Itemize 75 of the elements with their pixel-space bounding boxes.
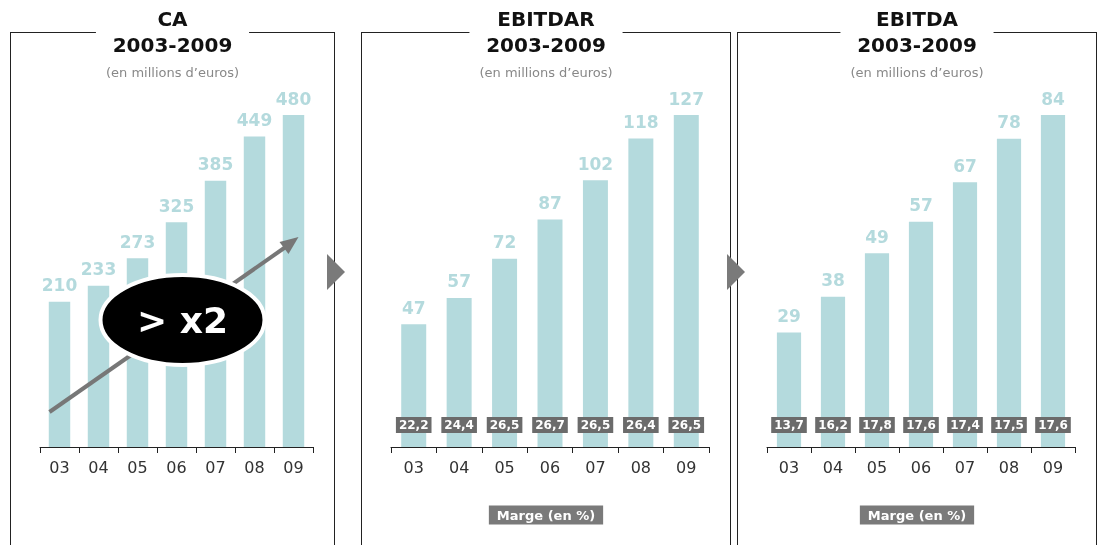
annotation: 13,7 bbox=[774, 418, 804, 432]
data-label: 84 bbox=[1041, 88, 1065, 109]
bar bbox=[952, 182, 978, 447]
data-label: 118 bbox=[623, 112, 659, 133]
x-tick-label: 08 bbox=[998, 457, 1020, 477]
data-label: 233 bbox=[80, 259, 117, 280]
x-tick-label: 08 bbox=[244, 457, 265, 477]
annotation: 22,2 bbox=[398, 418, 429, 432]
annotation: 17,4 bbox=[950, 418, 980, 432]
annotation: 26,5 bbox=[489, 418, 520, 432]
annotation: 24,4 bbox=[444, 418, 474, 432]
x-tick-label: 05 bbox=[127, 457, 148, 477]
x-tick-label: 06 bbox=[539, 457, 561, 477]
x-tick-label: 07 bbox=[205, 457, 226, 477]
annotation: 17,5 bbox=[994, 418, 1024, 432]
chart-subtitle: (en millions d’euros) bbox=[105, 65, 240, 80]
x-tick-label: 04 bbox=[88, 457, 109, 477]
x-tick-label: 06 bbox=[910, 457, 932, 477]
text: Marge (en %) bbox=[496, 507, 596, 523]
annotation: > x2 bbox=[137, 299, 228, 341]
data-label: 480 bbox=[275, 88, 312, 109]
data-label: 449 bbox=[236, 109, 273, 130]
x-tick-label: 09 bbox=[1042, 457, 1064, 477]
data-label: 67 bbox=[953, 155, 977, 176]
x-tick-label: 06 bbox=[166, 457, 187, 477]
annotation: 26,4 bbox=[626, 418, 656, 432]
x-tick-label: 05 bbox=[866, 457, 888, 477]
chart-title: CA 2003-2009 bbox=[112, 7, 233, 57]
annotation: 26,7 bbox=[535, 418, 565, 432]
bar bbox=[48, 301, 71, 447]
annotation: 17,6 bbox=[1038, 418, 1068, 432]
bar bbox=[864, 253, 890, 447]
data-label: 49 bbox=[865, 226, 889, 247]
bar bbox=[628, 138, 654, 447]
data-label: 127 bbox=[668, 88, 705, 109]
data-label: 325 bbox=[158, 195, 195, 216]
x-tick-label: 09 bbox=[676, 457, 697, 477]
x-tick-label: 05 bbox=[494, 457, 515, 477]
data-label: 38 bbox=[821, 270, 845, 291]
annotation: 26,5 bbox=[580, 418, 611, 432]
x-tick-label: 04 bbox=[448, 457, 470, 477]
x-tick-label: 07 bbox=[585, 457, 606, 477]
x-tick-label: 04 bbox=[822, 457, 844, 477]
annotation: 17,8 bbox=[862, 418, 892, 432]
bar bbox=[908, 221, 934, 447]
data-label: 385 bbox=[197, 154, 234, 175]
data-label: 57 bbox=[447, 271, 471, 292]
text: Marge (en %) bbox=[867, 507, 967, 523]
data-label: 87 bbox=[538, 193, 562, 214]
x-tick-label: 07 bbox=[954, 457, 976, 477]
data-label: 273 bbox=[119, 231, 156, 252]
x-tick-label: 09 bbox=[283, 457, 304, 477]
data-label: 57 bbox=[909, 195, 933, 216]
data-label: 78 bbox=[997, 112, 1021, 133]
annotation: 17,6 bbox=[906, 418, 936, 432]
x-tick-label: 03 bbox=[49, 457, 70, 477]
chart-title: EBITDA 2003-2009 bbox=[857, 7, 977, 57]
annotation: 26,5 bbox=[671, 418, 702, 432]
chart-subtitle: (en millions d’euros) bbox=[479, 65, 613, 80]
bar bbox=[582, 180, 608, 447]
data-label: 47 bbox=[401, 297, 426, 318]
bar bbox=[1040, 115, 1066, 447]
chart-subtitle: (en millions d’euros) bbox=[850, 65, 984, 80]
annotation: 16,2 bbox=[818, 418, 848, 432]
x-tick-label: 03 bbox=[403, 457, 424, 477]
bar bbox=[492, 258, 518, 447]
bar bbox=[996, 138, 1022, 447]
data-label: 72 bbox=[492, 232, 517, 253]
data-label: 29 bbox=[777, 305, 801, 326]
data-label: 210 bbox=[41, 275, 78, 296]
x-tick-label: 03 bbox=[778, 457, 800, 477]
bar bbox=[673, 115, 699, 447]
data-label: 102 bbox=[577, 153, 614, 174]
x-tick-label: 08 bbox=[630, 457, 652, 477]
chart-title: EBITDAR 2003-2009 bbox=[486, 7, 606, 57]
